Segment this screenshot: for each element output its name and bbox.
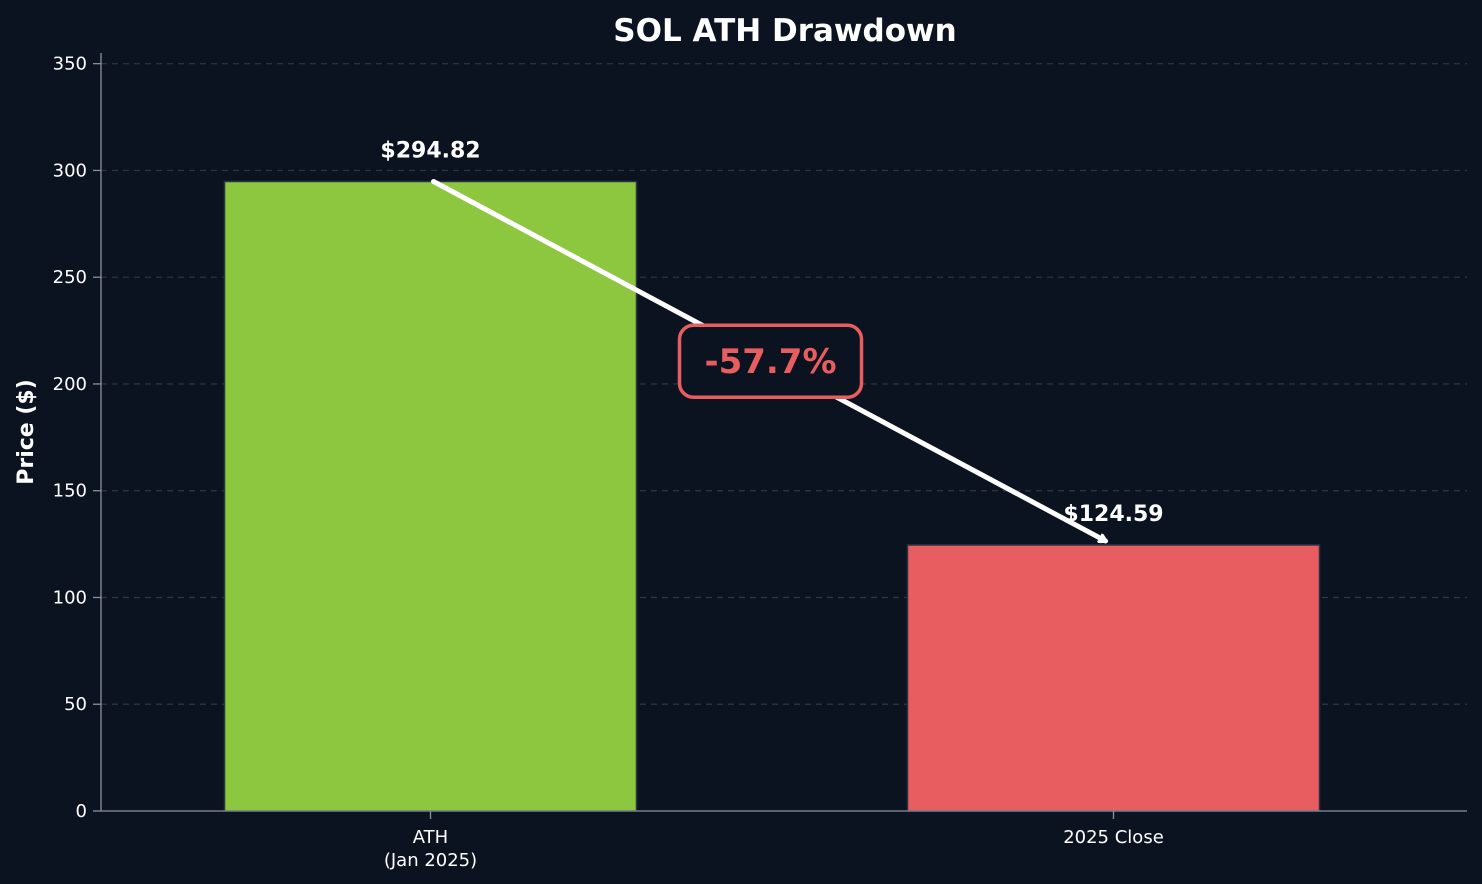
x-tick-label: ATH bbox=[413, 827, 448, 848]
y-tick-label: 350 bbox=[53, 54, 87, 75]
x-tick-label: 2025 Close bbox=[1063, 827, 1164, 848]
change-percent-label: -57.7% bbox=[704, 342, 836, 382]
y-tick-label: 250 bbox=[53, 267, 87, 288]
y-tick-label: 0 bbox=[76, 801, 87, 822]
y-ticks: 0 50 100 150 200 250 300 350 bbox=[53, 54, 101, 822]
chart-title: SOL ATH Drawdown bbox=[613, 13, 956, 49]
bar bbox=[223, 180, 638, 812]
data-labels: $294.82 $124.59 bbox=[380, 138, 1163, 526]
y-tick-label: 100 bbox=[53, 587, 87, 608]
x-tick-label: (Jan 2025) bbox=[384, 850, 477, 871]
y-tick-label: 150 bbox=[53, 481, 87, 502]
bars bbox=[223, 180, 1321, 812]
y-tick-label: 300 bbox=[53, 160, 87, 181]
x-ticks: ATH(Jan 2025) 2025 Close bbox=[384, 811, 1164, 871]
y-tick-label: 50 bbox=[64, 694, 87, 715]
change-annotation: -57.7% bbox=[431, 178, 1108, 544]
y-tick-label: 200 bbox=[53, 374, 87, 395]
bar bbox=[906, 544, 1321, 812]
bar-value-label: $294.82 bbox=[380, 138, 480, 163]
change-label-box bbox=[677, 323, 864, 399]
bar-value-label: $124.59 bbox=[1063, 502, 1163, 527]
y-axis-label: Price ($) bbox=[14, 379, 39, 485]
